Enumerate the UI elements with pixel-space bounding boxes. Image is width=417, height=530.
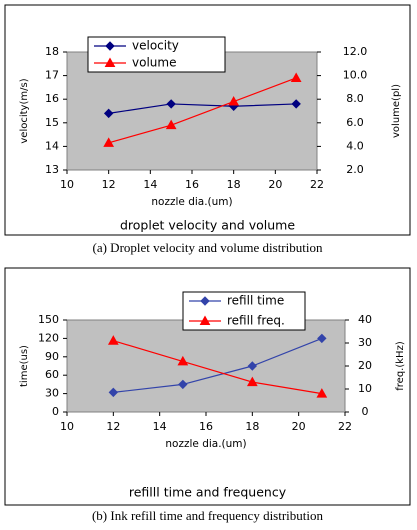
x-tick-label: 18 <box>245 420 259 433</box>
y2-tick-label: 30 <box>358 336 372 349</box>
y-axis-label: time(us) <box>19 345 30 387</box>
data-point <box>165 119 177 130</box>
data-point <box>316 388 328 398</box>
legend-label: refill time <box>227 294 284 308</box>
data-point <box>247 361 258 371</box>
data-point <box>290 72 302 82</box>
data-point <box>246 376 258 387</box>
series-line <box>113 340 322 395</box>
y2-tick-label: 4.0 <box>346 139 364 152</box>
y-tick-label: 90 <box>45 350 59 363</box>
x-tick-label: 18 <box>227 178 241 191</box>
legend-marker <box>199 315 211 325</box>
y-tick-label: 18 <box>45 45 59 58</box>
y-tick-label: 14 <box>45 139 59 152</box>
y-tick-label: 15 <box>45 116 59 129</box>
x-tick-label: 20 <box>268 178 282 191</box>
x-tick-label: 22 <box>310 178 324 191</box>
data-point <box>103 108 114 119</box>
data-point <box>177 355 189 366</box>
y2-axis-label: freq.(kHz) <box>395 341 406 391</box>
x-tick-label: 10 <box>60 178 74 191</box>
x-tick-label: 14 <box>143 178 157 191</box>
data-point <box>178 379 188 390</box>
legend-label: refill freq. <box>227 314 285 328</box>
y2-tick-label: 20 <box>358 359 372 372</box>
x-tick-label: 16 <box>185 178 199 191</box>
y-tick-label: 150 <box>38 313 59 326</box>
y-tick-label: 13 <box>45 163 59 176</box>
legend-marker <box>200 296 210 306</box>
data-point <box>108 387 119 398</box>
data-point <box>228 96 240 106</box>
x-tick-label: 10 <box>60 420 74 433</box>
y2-tick-label: 40 <box>358 313 372 326</box>
y-tick-label: 30 <box>45 387 59 400</box>
y2-tick-label: 8.0 <box>346 92 364 105</box>
caption: (b) Ink refill time and frequency distri… <box>92 508 324 523</box>
caption: (a) Droplet velocity and volume distribu… <box>93 240 323 255</box>
data-point <box>103 137 115 147</box>
x-tick-label: 12 <box>106 420 120 433</box>
x-tick-label: 14 <box>153 420 167 433</box>
data-point <box>317 333 327 344</box>
y2-axis-label: volume(pl) <box>391 84 402 138</box>
y2-tick-label: 10 <box>358 382 372 395</box>
y2-tick-label: 0 <box>362 405 369 418</box>
y-tick-label: 60 <box>45 368 59 381</box>
data-point <box>291 99 301 109</box>
y-axis-label: velocity(m/s) <box>19 78 30 143</box>
y2-tick-label: 6.0 <box>346 116 364 129</box>
legend-label: volume <box>132 56 176 70</box>
legend-label: velocity <box>132 39 179 53</box>
y2-tick-label: 12.0 <box>343 45 368 58</box>
legend-marker <box>104 57 116 67</box>
chart-title: droplet velocity and volume <box>120 218 295 233</box>
x-tick-label: 20 <box>292 420 306 433</box>
x-tick-label: 12 <box>102 178 116 191</box>
y-tick-label: 16 <box>45 92 59 105</box>
series-line <box>108 103 297 114</box>
y2-tick-label: 10.0 <box>343 69 368 82</box>
y-tick-label: 0 <box>52 405 59 418</box>
series-line <box>108 77 297 144</box>
data-point <box>166 99 176 109</box>
y-tick-label: 17 <box>45 69 59 82</box>
x-tick-label: 22 <box>338 420 352 433</box>
y2-tick-label: 2.0 <box>346 163 364 176</box>
y-tick-label: 120 <box>38 331 59 344</box>
x-axis-label: nozzle dia.(um) <box>165 438 246 450</box>
series-line <box>113 337 323 393</box>
legend-marker <box>105 41 115 51</box>
data-point <box>107 335 119 345</box>
plot-area <box>66 319 346 413</box>
x-axis-label: nozzle dia.(um) <box>151 196 232 208</box>
chart-title: refilll time and frequency <box>129 485 287 500</box>
x-tick-label: 16 <box>199 420 213 433</box>
